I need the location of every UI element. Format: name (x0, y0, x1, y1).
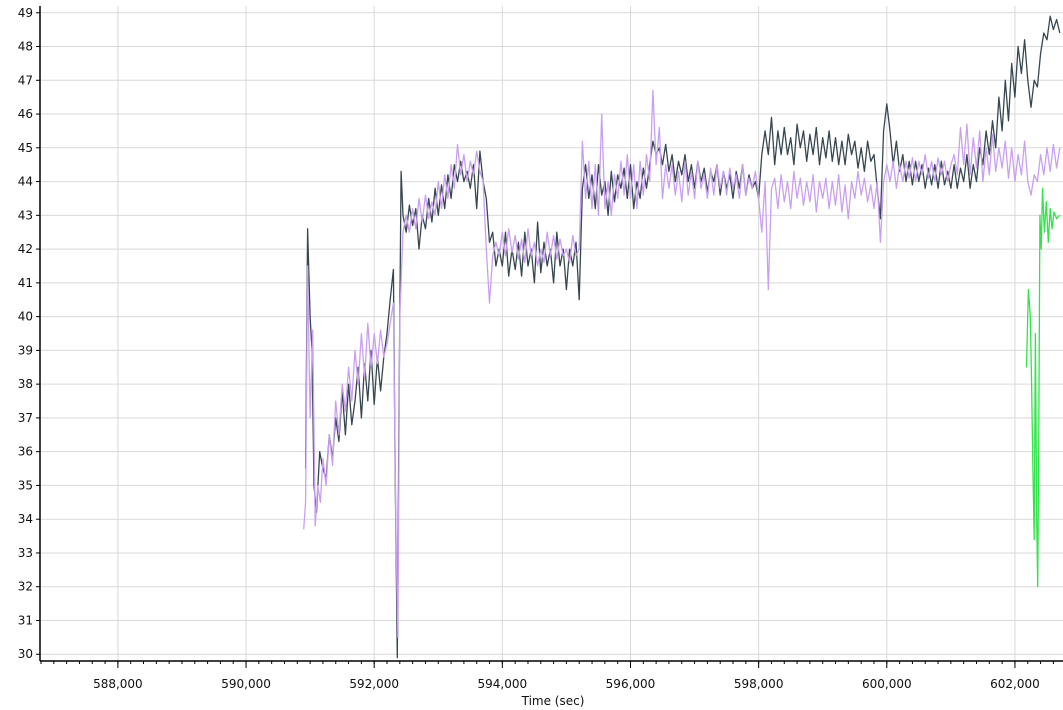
y-tick-label: 49 (18, 6, 33, 20)
y-tick-label: 40 (18, 310, 33, 324)
y-tick-label: 31 (18, 613, 33, 627)
x-tick-label: 600,000 (862, 677, 912, 691)
series-layer (303, 15, 1061, 659)
plot-background (41, 6, 1063, 661)
x-tick-label: 592,000 (349, 677, 399, 691)
y-tick-label: 48 (18, 40, 33, 54)
x-tick-label: 596,000 (606, 677, 656, 691)
x-tick-label: 602,000 (990, 677, 1040, 691)
y-tick-label: 44 (18, 175, 33, 189)
x-tick-label: 598,000 (734, 677, 784, 691)
y-tick-label: 30 (18, 647, 33, 661)
y-tick-label: 46 (18, 107, 33, 121)
x-tick-label: 588,000 (93, 677, 143, 691)
y-tick-label: 39 (18, 343, 33, 357)
y-tick-label: 35 (18, 478, 33, 492)
x-tick-label: 594,000 (478, 677, 528, 691)
series-line-3 (1025, 187, 1061, 588)
y-tick-label: 37 (18, 411, 33, 425)
y-axis-ticks: 30 31 32 33 34 35 36 37 38 39 40 41 42 43 44 45 46 47 48 49 (18, 6, 40, 661)
axes (39, 6, 1063, 662)
y-tick-label: 33 (18, 546, 33, 560)
y-tick-label: 43 (18, 208, 33, 222)
x-axis-title: Time (sec) (521, 694, 585, 708)
y-tick-label: 41 (18, 276, 33, 290)
y-tick-label: 45 (18, 141, 33, 155)
series-line-2 (303, 89, 1061, 639)
x-tick-label: 590,000 (221, 677, 271, 691)
y-tick-label: 47 (18, 73, 33, 87)
y-tick-label: 36 (18, 445, 33, 459)
y-tick-label: 38 (18, 377, 33, 391)
y-tick-label: 42 (18, 242, 33, 256)
y-tick-label: 34 (18, 512, 33, 526)
y-tick-label: 32 (18, 580, 33, 594)
x-axis-ticks: 588,000 590,000 592,000 594,000 596,000 598,0… (40, 661, 1054, 691)
